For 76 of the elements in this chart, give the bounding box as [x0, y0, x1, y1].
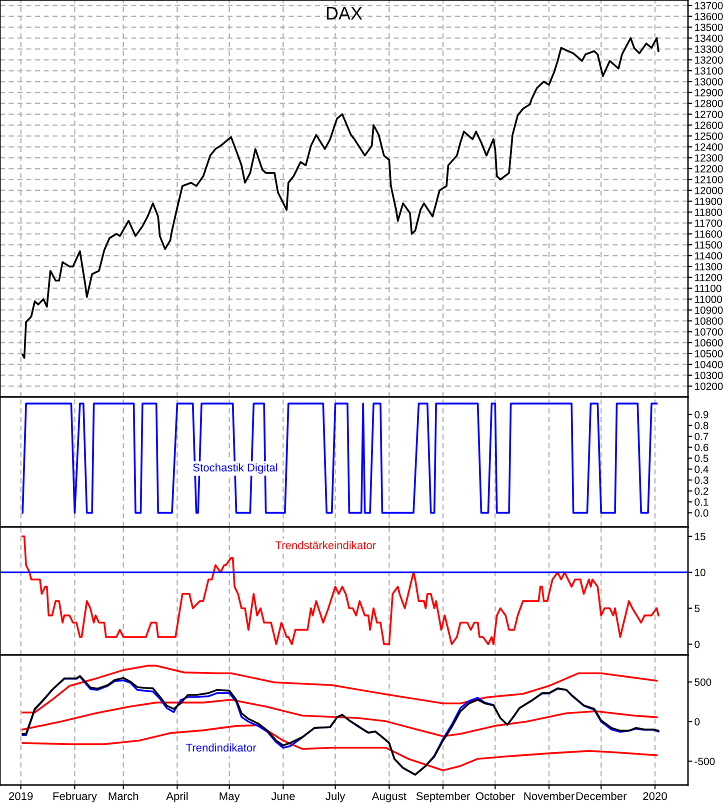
- y-tick-label: 13000: [695, 78, 723, 86]
- y-tick-label: 0.8: [694, 422, 708, 430]
- y-tick-label: 12200: [695, 165, 723, 172]
- annotation: Trendstärkeindikator: [275, 541, 376, 550]
- y-tick-label: 0: [694, 640, 700, 648]
- x-tick-label: June: [271, 792, 295, 800]
- x-tick-label: May: [220, 792, 240, 802]
- line-series: [22, 675, 660, 776]
- y-tick-label: 13600: [695, 12, 723, 20]
- x-tick-label: September: [416, 792, 470, 802]
- y-tick-label: 10500: [695, 350, 723, 358]
- y-tick-label: 0.1: [694, 498, 708, 506]
- y-tick-label: 11100: [695, 284, 722, 292]
- x-tick-label: 2019: [9, 792, 33, 800]
- line-series: [22, 724, 658, 772]
- y-tick-label: 12500: [695, 132, 723, 140]
- y-tick-label: 0.5: [694, 454, 708, 462]
- x-tick-label: 2020: [643, 792, 667, 800]
- x-tick-label: December: [576, 792, 627, 800]
- line-series: [22, 37, 660, 359]
- y-tick-label: 11800: [695, 208, 722, 216]
- y-tick-label: 0.7: [694, 432, 708, 440]
- y-tick-label: 5: [694, 604, 700, 612]
- y-tick-label: 0.0: [694, 509, 708, 517]
- y-tick-label: 12900: [695, 88, 723, 96]
- x-tick-label: November: [524, 792, 574, 800]
- y-tick-label: 11600: [695, 230, 722, 238]
- y-tick-label: 13400: [695, 34, 723, 42]
- y-tick-label: 10600: [695, 339, 723, 346]
- y-tick-label: 0.2: [694, 487, 708, 495]
- y-tick-label: 12600: [695, 122, 723, 129]
- line-series: [22, 535, 660, 646]
- y-tick-label: 11900: [695, 198, 722, 206]
- y-tick-label: 15: [695, 532, 706, 540]
- y-tick-label: 13100: [695, 67, 723, 75]
- y-tick-label: 13700: [695, 2, 723, 10]
- y-tick-label: 500: [694, 678, 712, 686]
- line-series: [22, 698, 658, 738]
- y-tick-label: 11300: [695, 262, 722, 270]
- y-tick-label: 10400: [695, 360, 723, 368]
- y-tick-label: 13500: [695, 24, 723, 32]
- y-tick-label: 12300: [695, 154, 723, 162]
- y-tick-label: 10: [695, 568, 706, 576]
- y-tick-label: 11400: [695, 252, 722, 260]
- x-tick-label: April: [166, 792, 188, 802]
- y-tick-label: 12100: [695, 176, 723, 184]
- y-tick-label: 11500: [695, 241, 722, 249]
- x-tick-label: August: [372, 792, 406, 802]
- y-tick-label: 10300: [695, 372, 723, 380]
- y-tick-label: 13300: [695, 45, 723, 53]
- y-tick-label: 10800: [695, 317, 723, 325]
- y-tick-label: 13200: [695, 56, 723, 64]
- line-series: [22, 664, 658, 714]
- y-tick-label: -500: [694, 758, 715, 766]
- x-tick-label: July: [326, 792, 346, 802]
- y-tick-label: 11200: [695, 274, 722, 282]
- annotation: Stochastik Digital: [193, 463, 278, 474]
- chart-title: DAX: [326, 7, 362, 20]
- y-tick-label: 0.6: [694, 444, 708, 452]
- x-tick-label: March: [108, 792, 138, 800]
- y-tick-label: 0.9: [694, 410, 708, 418]
- y-tick-label: 10200: [695, 382, 723, 390]
- x-tick-label: October: [476, 792, 515, 800]
- annotation: Trendindikator: [186, 743, 256, 752]
- y-tick-label: 10700: [695, 328, 723, 336]
- y-tick-label: 0.3: [694, 476, 708, 484]
- y-tick-label: 12700: [695, 110, 723, 118]
- y-tick-label: 10900: [695, 306, 723, 314]
- y-tick-label: 11700: [695, 219, 722, 227]
- y-tick-label: 12000: [695, 186, 723, 194]
- y-tick-label: 0: [694, 718, 700, 726]
- y-tick-label: 12400: [695, 143, 723, 151]
- y-tick-label: 0.4: [694, 466, 708, 473]
- x-tick-label: February: [53, 792, 97, 802]
- y-tick-label: 12800: [695, 100, 723, 108]
- y-tick-label: 11000: [695, 296, 722, 303]
